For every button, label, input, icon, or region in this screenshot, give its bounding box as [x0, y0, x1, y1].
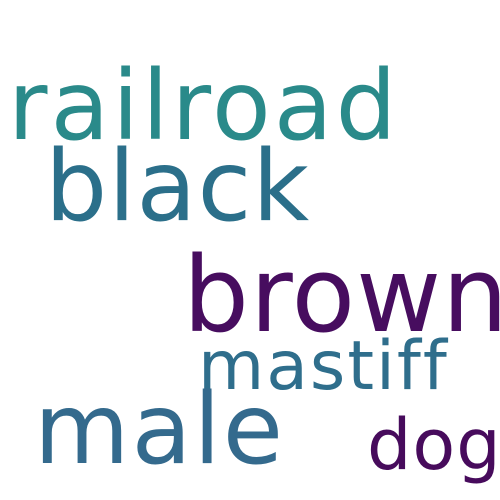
word-black: black: [45, 130, 311, 244]
word-brown: brown: [183, 234, 500, 356]
word-mastiff: mastiff: [198, 327, 449, 406]
word-railroad: railroad: [8, 50, 400, 162]
word-dog: dog: [367, 404, 500, 486]
word-male: male: [34, 373, 286, 487]
